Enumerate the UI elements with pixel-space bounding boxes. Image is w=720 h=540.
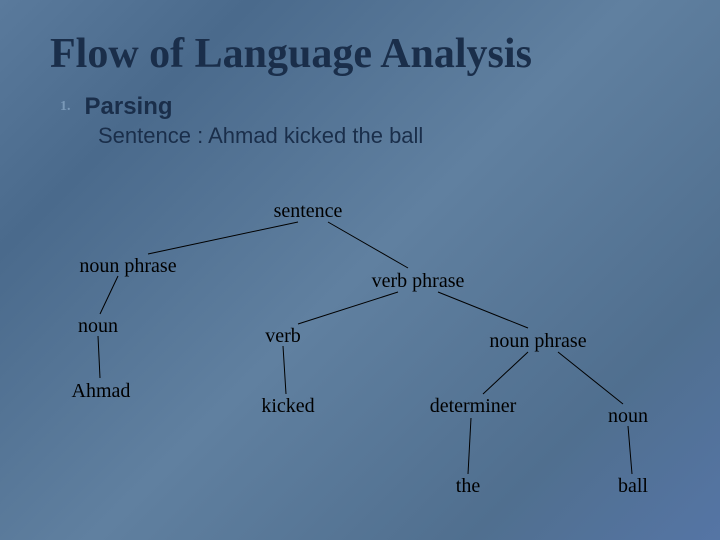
tree-edge bbox=[98, 336, 100, 378]
tree-node-determiner: determiner bbox=[430, 395, 517, 418]
tree-node-ball: ball bbox=[618, 475, 648, 498]
list-heading: Parsing bbox=[85, 93, 173, 121]
tree-edge bbox=[483, 352, 528, 394]
tree-node-noun1: noun bbox=[78, 315, 118, 338]
tree-edge bbox=[148, 222, 298, 254]
tree-edge bbox=[100, 276, 118, 314]
slide-title: Flow of Language Analysis bbox=[0, 0, 720, 78]
tree-edge bbox=[283, 346, 286, 394]
tree-node-sentence: sentence bbox=[274, 200, 343, 223]
tree-node-the: the bbox=[456, 475, 480, 498]
parse-tree-diagram: sentence noun phrase verb phrase noun verb no… bbox=[38, 200, 678, 520]
tree-edge bbox=[558, 352, 623, 404]
tree-node-noun2: noun bbox=[608, 405, 648, 428]
tree-node-Ahmad: Ahmad bbox=[72, 380, 131, 403]
example-sentence: Sentence : Ahmad kicked the ball bbox=[98, 123, 720, 149]
tree-node-verb: verb bbox=[265, 325, 301, 348]
tree-node-kicked: kicked bbox=[261, 395, 314, 418]
tree-edge bbox=[438, 292, 528, 328]
tree-edges bbox=[38, 200, 678, 520]
tree-node-np2: noun phrase bbox=[489, 330, 586, 353]
content-area: 1. Parsing Sentence : Ahmad kicked the b… bbox=[0, 78, 720, 149]
list-number: 1. bbox=[60, 99, 71, 115]
tree-edge bbox=[328, 222, 408, 268]
tree-edge bbox=[468, 418, 471, 474]
tree-node-vp: verb phrase bbox=[372, 270, 465, 293]
tree-node-np1: noun phrase bbox=[79, 255, 176, 278]
tree-edge bbox=[298, 292, 398, 324]
tree-edge bbox=[628, 426, 632, 474]
